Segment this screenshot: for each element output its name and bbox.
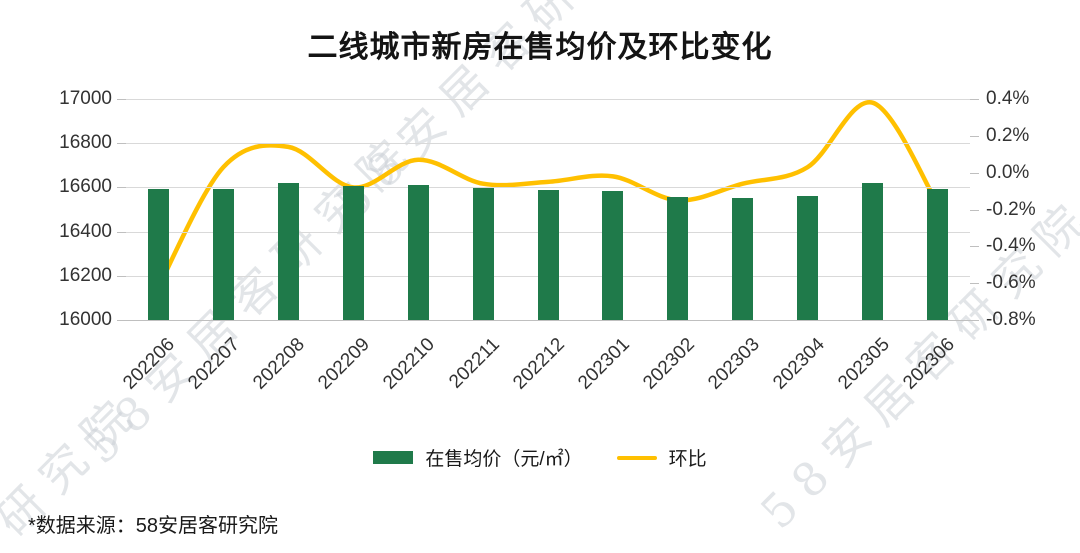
price-bar — [342, 186, 364, 320]
y-axis-right-tick-mark — [970, 283, 979, 285]
y-axis-left-tick-mark — [117, 275, 126, 277]
price-bar — [277, 183, 299, 320]
price-bar — [667, 197, 689, 320]
x-axis-tick-label-text: 202209 — [314, 334, 375, 394]
x-axis-tick-label-text: 202303 — [703, 334, 764, 394]
plot-area — [126, 99, 970, 321]
x-axis-tick-label-text: 202211 — [445, 334, 504, 393]
x-axis-tick-label-text: 202212 — [509, 334, 569, 394]
y-axis-right-tick-label: -0.4% — [986, 235, 1036, 257]
y-axis-left-tick-label: 17000 — [59, 88, 112, 109]
price-bar — [147, 189, 169, 320]
legend-swatch-mom-line — [616, 455, 657, 460]
y-axis-right-tick-label: -0.8% — [986, 309, 1036, 330]
legend: 在售均价（元/㎡） 环比 — [0, 444, 1080, 471]
y-axis-right-tick-label: 0.4% — [986, 88, 1030, 109]
legend-label-mom: 环比 — [668, 449, 707, 470]
y-axis-right-tick-mark — [970, 172, 979, 174]
price-bar — [732, 198, 754, 320]
y-axis-left-tick-label: 16600 — [59, 176, 112, 198]
y-axis-right-tick-mark — [970, 209, 979, 211]
y-axis-left-tick-label: 16800 — [59, 132, 112, 154]
y-axis-left-tick-label: 16000 — [59, 309, 112, 330]
x-axis-tick-label-text: 202208 — [249, 334, 310, 394]
y-axis-right-tick-mark — [970, 320, 979, 321]
y-axis-left-tick-label: 16200 — [59, 264, 112, 286]
mom-line-path — [156, 100, 940, 290]
x-axis-tick-label-text: 202302 — [639, 334, 699, 394]
price-bar — [472, 187, 494, 320]
y-axis-left-tick-mark — [117, 320, 126, 321]
y-axis-left-tick-mark — [117, 187, 126, 189]
source-note: *数据来源：58安居客研究院 — [28, 515, 279, 537]
gridline — [126, 187, 970, 189]
y-axis-right-tick-label: 0.2% — [986, 124, 1030, 146]
chart-title: 二线城市新房在售均价及环比变化 — [307, 31, 773, 64]
price-bar — [537, 189, 559, 320]
x-axis-tick-label-text: 202210 — [379, 334, 439, 394]
x-axis-tick-label-text: 202304 — [768, 334, 829, 394]
mom-line-chart — [156, 100, 940, 290]
y-axis-left-tick-mark — [117, 99, 126, 100]
legend-label-price: 在售均价（元/㎡） — [425, 449, 583, 470]
x-axis-tick-label-text: 202301 — [574, 334, 634, 394]
y-axis-right-tick-mark — [970, 246, 979, 248]
y-axis-left-tick-label: 16400 — [59, 220, 112, 242]
y-axis-left-tick-mark — [117, 143, 126, 145]
y-axis-right-tick-label: 0.0% — [986, 161, 1030, 183]
y-axis-right-tick-mark — [970, 99, 979, 100]
price-bar — [407, 184, 429, 320]
price-bar — [927, 188, 949, 320]
price-bar — [212, 188, 234, 320]
price-bar — [797, 196, 819, 320]
price-bar — [862, 182, 884, 320]
gridline — [126, 320, 970, 321]
gridline — [126, 99, 970, 100]
y-axis-right-tick-label: -0.2% — [986, 198, 1036, 220]
y-axis-right-tick-mark — [970, 135, 979, 137]
y-axis-left-tick-mark — [117, 231, 126, 233]
y-axis-right-tick-label: -0.6% — [986, 272, 1036, 294]
price-bar — [602, 191, 624, 320]
legend-swatch-price — [373, 451, 414, 464]
gridline — [126, 143, 970, 145]
